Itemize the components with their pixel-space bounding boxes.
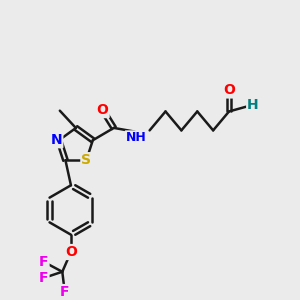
Text: O: O (223, 83, 235, 98)
Text: F: F (60, 285, 70, 299)
Text: F: F (39, 255, 49, 269)
Text: N: N (51, 133, 62, 147)
Text: O: O (97, 103, 109, 117)
Text: NH: NH (126, 131, 146, 144)
Text: F: F (39, 271, 49, 285)
Text: O: O (65, 245, 77, 259)
Text: S: S (81, 153, 91, 167)
Text: H: H (247, 98, 259, 112)
